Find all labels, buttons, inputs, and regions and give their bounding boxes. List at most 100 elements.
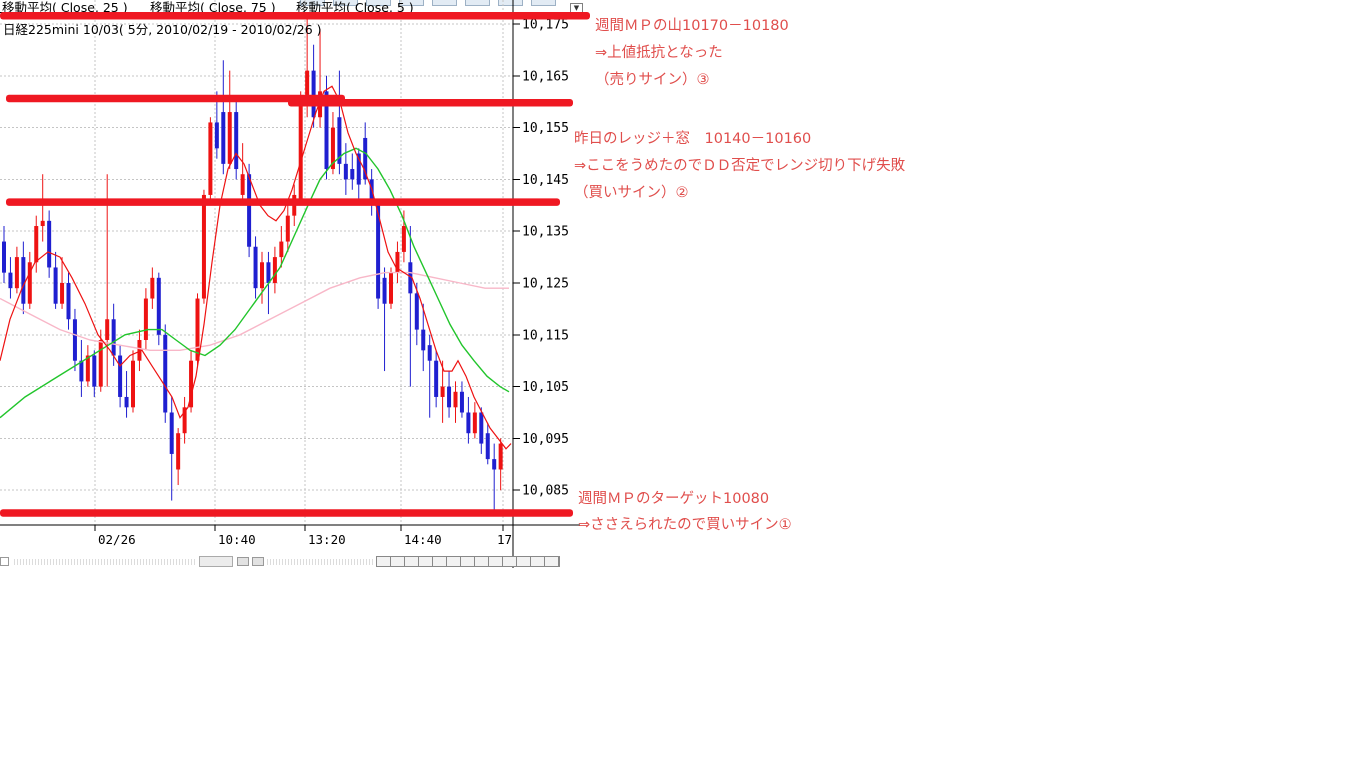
bottom-strip-track — [267, 559, 373, 565]
toolbar-remnant-box — [432, 0, 457, 6]
candle-body — [92, 355, 97, 387]
toolbar-remnant-box — [498, 0, 523, 6]
candle-body — [169, 412, 174, 454]
candle-body — [253, 246, 258, 289]
candle-body — [343, 163, 348, 180]
candle-body — [14, 257, 19, 289]
bottom-strip-buttons[interactable] — [376, 556, 560, 567]
x-tick-label: 14:40 — [404, 532, 442, 547]
candle-body — [414, 293, 419, 330]
y-tick-label: 10,125 — [522, 277, 569, 292]
candle-body — [427, 345, 432, 361]
y-tick-label: 10,155 — [522, 121, 569, 136]
candle-body — [376, 205, 381, 299]
ma-legend-25: 移動平均( Close, 25 ) — [2, 0, 128, 13]
candle-body — [72, 319, 77, 361]
support-resistance-line — [6, 94, 345, 103]
candle-body — [440, 386, 445, 397]
x-tick-label: 10:40 — [218, 532, 256, 547]
candle-body — [279, 241, 284, 258]
bottom-strip-box[interactable] — [0, 557, 9, 566]
candle-body — [137, 339, 142, 361]
ma-line — [0, 271, 509, 351]
candle-body — [389, 272, 393, 304]
candle-body — [66, 283, 71, 320]
candle-body — [434, 360, 439, 397]
candle-body — [208, 122, 213, 195]
candle-body — [382, 277, 387, 304]
y-tick-label: 10,095 — [522, 432, 569, 447]
candle-body — [266, 262, 271, 283]
ma-line — [0, 85, 512, 450]
support-resistance-line — [6, 198, 560, 206]
candle-body — [21, 257, 26, 304]
candle-body — [156, 277, 161, 335]
candle-body — [285, 215, 290, 242]
annotation-line: ⇒ささえられたので買いサイン① — [578, 517, 792, 533]
candle-body — [111, 319, 116, 356]
candle-body — [472, 412, 477, 434]
candle-body — [47, 220, 52, 268]
ma-legend-5: 移動平均( Close, 5 ) — [296, 0, 414, 13]
candle-body — [466, 412, 471, 434]
candle-body — [98, 339, 103, 387]
candle-body — [182, 407, 187, 434]
annotation-line: 週間ＭＰの山10170－10180 — [595, 18, 789, 34]
annotation-buy-signal-2: 昨日のレッジ＋窓 10140－10160 ⇒ここをうめたのでＤＤ否定でレンジ切り… — [574, 126, 905, 207]
annotation-line: ⇒上値抵抗となった — [595, 45, 723, 61]
annotation-sell-signal: 週間ＭＰの山10170－10180 ⇒上値抵抗となった （売りサイン）③ — [595, 13, 789, 94]
candle-body — [324, 91, 329, 170]
candle-body — [492, 459, 497, 470]
chart-title: 日経225mini 10/03( 5分, 2010/02/19 - 2010/0… — [3, 22, 322, 37]
y-tick-label: 10,165 — [522, 69, 569, 84]
candle-body — [195, 298, 200, 361]
candle-body — [163, 334, 168, 413]
toolbar-remnant — [0, 0, 600, 6]
y-tick-label: 10,175 — [522, 18, 569, 33]
toolbar-remnant-box — [465, 0, 490, 6]
annotation-line: 週間ＭＰのターゲット10080 — [578, 491, 770, 507]
candle-body — [79, 360, 84, 382]
toolbar-remnant-box — [366, 0, 391, 6]
candle-body — [124, 396, 129, 408]
candle-body — [34, 226, 39, 263]
bottom-strip-box[interactable] — [199, 556, 233, 567]
candle-body — [234, 112, 239, 170]
x-tick-label: 17 — [497, 532, 512, 547]
candle-body — [27, 262, 32, 304]
y-tick-label: 10,085 — [522, 484, 569, 499]
toolbar-remnant-box — [300, 0, 325, 6]
candle-body — [459, 391, 464, 413]
x-tick-label: 13:20 — [308, 532, 346, 547]
candle-body — [421, 329, 426, 351]
candle-body — [131, 360, 135, 408]
candle-body — [408, 262, 413, 294]
candle-body — [401, 226, 406, 252]
candle-body — [369, 179, 374, 206]
candle-body — [395, 251, 400, 273]
candle-body — [363, 137, 368, 180]
candle-body — [311, 70, 316, 118]
candle-body — [350, 169, 355, 180]
y-tick-label: 10,115 — [522, 328, 569, 343]
ma-legend-row: 移動平均( Close, 25 ) 移動平均( Close, 75 ) 移動平均… — [0, 0, 520, 13]
candle-body — [498, 443, 503, 470]
candle-body — [40, 220, 45, 227]
candle-body — [356, 153, 361, 185]
candle-body — [201, 194, 206, 299]
candle-body — [60, 283, 65, 304]
annotation-line: （買いサイン）② — [574, 185, 689, 201]
annotation-line: 昨日のレッジ＋窓 10140－10160 — [574, 131, 812, 147]
candle-body — [247, 174, 252, 247]
candle-body — [105, 319, 110, 340]
annotation-line: ⇒ここをうめたのでＤＤ否定でレンジ切り下げ失敗 — [574, 158, 906, 174]
candle-body — [337, 117, 342, 164]
toolbar-remnant-box — [399, 0, 424, 6]
bottom-strip-box[interactable] — [252, 557, 264, 566]
y-tick-label: 10,105 — [522, 380, 569, 395]
candle-body — [479, 412, 484, 444]
price-chart[interactable]: 10,175 10,165 10,155 10,145 10,135 10,125 10,1… — [0, 0, 600, 570]
bottom-strip-box[interactable] — [237, 557, 249, 566]
support-resistance-line — [0, 12, 590, 20]
candle-body — [2, 241, 6, 273]
